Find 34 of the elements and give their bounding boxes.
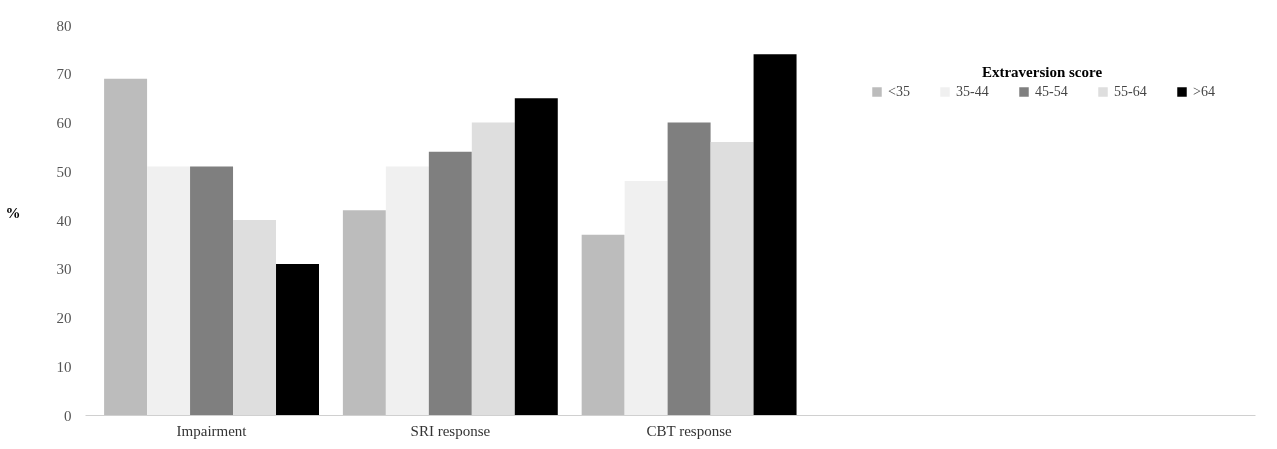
y-tick-label: 0	[64, 407, 72, 424]
y-axis-title: %	[5, 204, 21, 221]
bar	[753, 54, 797, 415]
bar	[190, 166, 234, 415]
bar	[710, 142, 754, 415]
legend-label: 45-54	[1035, 84, 1068, 99]
bar	[342, 210, 386, 415]
y-tick-label: 20	[56, 310, 72, 326]
bar	[385, 166, 429, 415]
bar	[233, 220, 277, 415]
y-tick-label: 40	[56, 212, 72, 229]
y-tick-label: 70	[56, 66, 72, 83]
y-tick-label: 50	[56, 163, 72, 180]
x-tick-label: SRI response	[410, 422, 491, 439]
legend-label: <35	[888, 84, 910, 99]
y-tick-label: 80	[56, 17, 72, 34]
bar	[667, 122, 711, 415]
x-tick-label: Impairment	[176, 422, 248, 439]
bar	[624, 181, 668, 415]
legend-label: 35-44	[956, 84, 989, 99]
bar	[581, 234, 625, 415]
y-tick-label: 30	[56, 261, 72, 278]
bar	[471, 122, 515, 415]
legend-title: Extraversion score	[981, 64, 1103, 80]
legend-label: 55-64	[1114, 84, 1147, 99]
y-tick-label: 60	[56, 115, 72, 131]
bar	[147, 166, 191, 415]
legend-label: >64	[1193, 84, 1215, 99]
bar	[428, 151, 472, 415]
bar	[514, 98, 558, 415]
y-tick-label: 10	[56, 358, 72, 375]
x-tick-label: CBT response	[646, 422, 733, 439]
bar	[104, 78, 148, 415]
bar	[276, 263, 319, 415]
